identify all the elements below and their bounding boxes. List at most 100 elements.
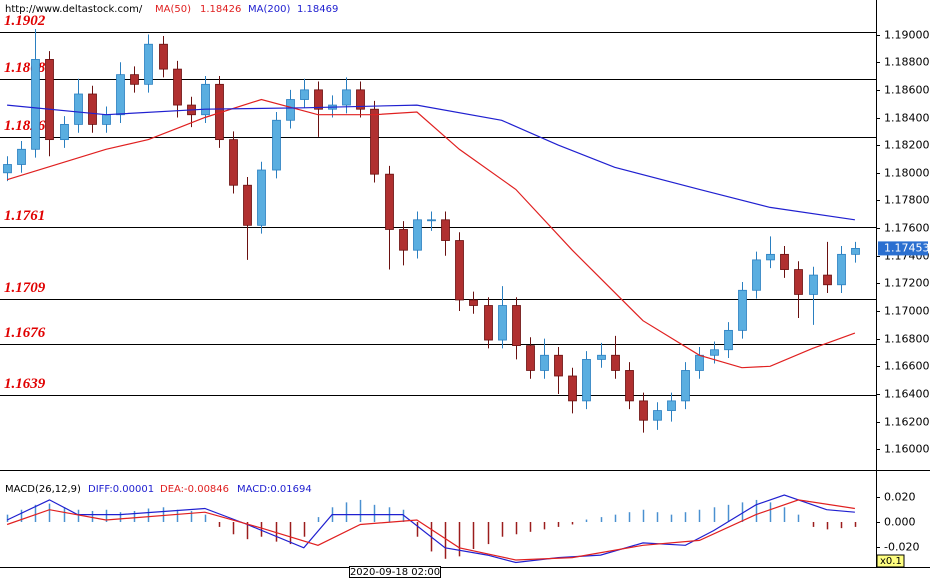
- y-tick-label: 1.18000: [884, 167, 930, 180]
- candle-body: [314, 89, 323, 110]
- candle-body: [427, 219, 436, 222]
- candle-body: [484, 305, 493, 341]
- candle-body: [385, 173, 394, 230]
- candle-body: [710, 349, 719, 356]
- candle-body: [554, 354, 563, 377]
- candle-body: [512, 305, 521, 346]
- candle-body: [611, 354, 620, 371]
- y-tick-label: 1.17600: [884, 222, 930, 235]
- candle-body: [370, 108, 379, 175]
- candle-body: [31, 59, 40, 150]
- source-url: http://www.deltastock.com/: [5, 4, 143, 15]
- candle-body: [823, 274, 832, 286]
- candle-body: [130, 74, 139, 85]
- y-tick-label: 1.17200: [884, 277, 930, 290]
- candle-body: [257, 169, 266, 226]
- macd-line: [6, 499, 855, 561]
- macd-readout: DIFF:0.00001: [88, 484, 154, 495]
- macd-title: MACD(26,12,9): [5, 484, 81, 495]
- macd-readout: MACD:0.01694: [237, 484, 312, 495]
- candle-body: [738, 289, 747, 331]
- candle-body: [653, 410, 662, 421]
- candle-body: [724, 329, 733, 351]
- candle-body: [582, 359, 591, 402]
- candle-body: [498, 305, 507, 341]
- candle-body: [413, 219, 422, 251]
- candle-body: [667, 400, 676, 411]
- y-tick-label: 0.020: [884, 491, 916, 504]
- candle-body: [752, 259, 761, 291]
- y-tick-label: 0.000: [884, 516, 916, 529]
- candle-body: [229, 139, 238, 186]
- y-tick-label: 1.16200: [884, 416, 930, 429]
- macd-line: [6, 494, 855, 564]
- candle-body: [201, 83, 210, 116]
- macd-readout: DEA:-0.00846: [160, 484, 229, 495]
- level-label: 1.1761: [4, 208, 45, 224]
- y-tick-label: 1.16600: [884, 360, 930, 373]
- y-tick-label: 1.17800: [884, 194, 930, 207]
- candle-body: [851, 248, 860, 255]
- candle-body: [159, 43, 168, 70]
- last-price-box: [878, 241, 928, 256]
- y-tick-label: 1.16400: [884, 388, 930, 401]
- y-tick-label: 1.16800: [884, 333, 930, 346]
- candle-body: [597, 354, 606, 360]
- candle-body: [144, 43, 153, 85]
- candle-body: [272, 119, 281, 171]
- date-label: 2020-09-18 02:00: [350, 567, 440, 578]
- candle-body: [794, 269, 803, 295]
- candle-body: [102, 114, 111, 125]
- candle-body: [356, 89, 365, 110]
- level-label: 1.1639: [4, 376, 46, 392]
- candle-body: [809, 274, 818, 295]
- candle-body: [441, 219, 450, 241]
- y-tick-label: -0.020: [884, 541, 919, 554]
- candle-body: [766, 253, 775, 261]
- candle-body: [540, 354, 549, 371]
- legend-value: 1.18426: [200, 4, 241, 15]
- candle-body: [342, 89, 351, 106]
- y-tick-label: 1.16000: [884, 443, 930, 456]
- last-price-label: 1.17453: [884, 241, 930, 254]
- y-tick-label: 1.18200: [884, 139, 930, 152]
- candle-body: [74, 93, 83, 125]
- candle-body: [17, 148, 26, 165]
- moving-average: [7, 104, 855, 221]
- candle-body: [681, 370, 690, 402]
- candle-body: [243, 184, 252, 226]
- candle-body: [625, 370, 634, 402]
- candle-body: [526, 345, 535, 371]
- candle-body: [568, 375, 577, 402]
- candle-body: [300, 89, 309, 100]
- candle-body: [116, 74, 125, 116]
- moving-average: [6, 98, 856, 369]
- level-label: 1.1676: [4, 325, 46, 341]
- candle-body: [780, 253, 789, 270]
- y-tick-label: 1.19000: [884, 29, 930, 42]
- candle-body: [173, 68, 182, 106]
- candle-body: [286, 99, 295, 121]
- level-label: 1.1709: [4, 280, 46, 296]
- scale-label: x0.1: [880, 556, 902, 567]
- y-tick-label: 1.18800: [884, 56, 930, 69]
- legend-name: MA(200): [248, 4, 290, 15]
- legend-value: 1.18469: [297, 4, 338, 15]
- y-tick-label: 1.18400: [884, 112, 930, 125]
- candle-body: [695, 354, 704, 371]
- candle-body: [88, 93, 97, 125]
- candle-body: [3, 164, 12, 174]
- candle-body: [399, 229, 408, 251]
- level-label: 1.1902: [4, 13, 46, 29]
- candle-body: [455, 240, 464, 301]
- candle-body: [639, 400, 648, 421]
- scale-box: [876, 554, 905, 568]
- candle-body: [45, 59, 54, 141]
- candle-body: [469, 299, 478, 306]
- y-tick-label: 1.18600: [884, 84, 930, 97]
- y-tick-label: 1.17000: [884, 305, 930, 318]
- candle-body: [60, 124, 69, 141]
- legend-name: MA(50): [155, 4, 191, 15]
